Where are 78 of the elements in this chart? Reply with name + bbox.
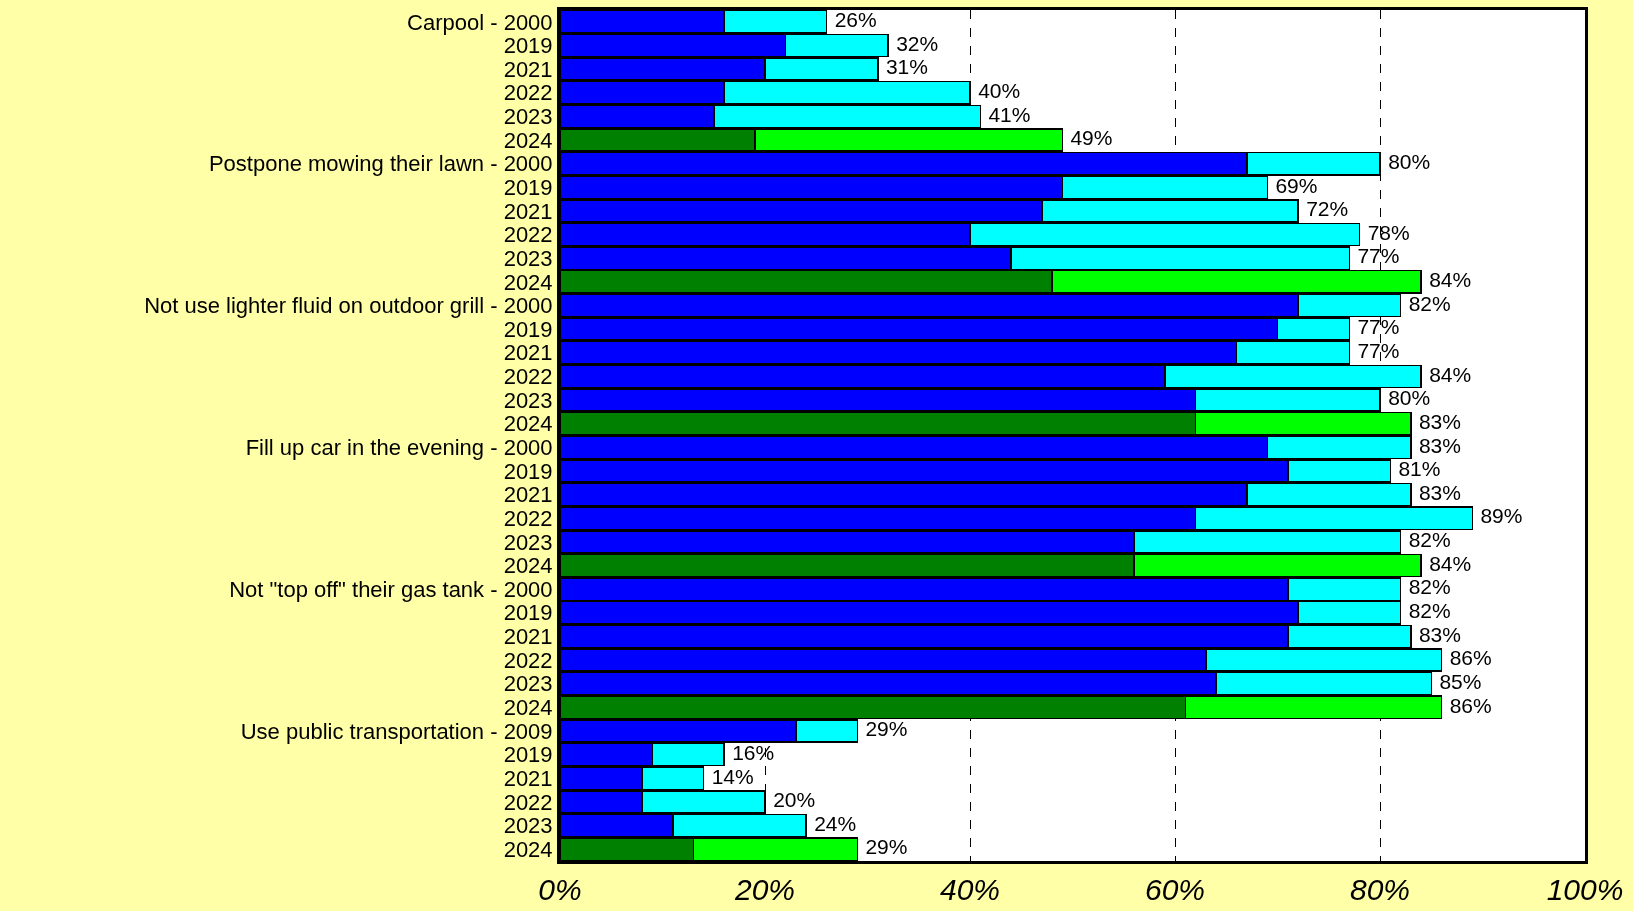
y-tick-label: 2021 — [503, 56, 553, 82]
y-tick-label: 2024 — [503, 127, 553, 153]
total-label: 24% — [814, 811, 857, 835]
y-tick-label: Not use lighter fluid on outdoor grill - 2000 — [144, 293, 553, 319]
total-label: 83% — [1418, 409, 1461, 433]
total-label: 14% — [711, 764, 754, 788]
y-tick-label: 2023 — [503, 104, 553, 130]
y-tick-label: 2023 — [503, 529, 553, 555]
x-tick-label: 0% — [538, 873, 582, 906]
y-tick-label: 2022 — [503, 505, 553, 531]
total-label: 85% — [1439, 669, 1482, 693]
y-tick-label: 2021 — [503, 624, 553, 650]
y-tick-label: Carpool - 2000 — [407, 9, 553, 35]
total-label: 29% — [865, 835, 908, 859]
y-tick-label: 2024 — [503, 836, 553, 862]
total-label: 83% — [1418, 480, 1461, 504]
y-tick-label: 2019 — [503, 742, 553, 768]
total-label: 40% — [978, 78, 1021, 102]
total-label: 82% — [1408, 599, 1451, 623]
y-tick-label: Not "top off" their gas tank - 2000 — [229, 576, 553, 602]
total-label: 77% — [1357, 315, 1400, 339]
y-tick-label: Use public transportation - 2009 — [240, 718, 553, 744]
x-tick-label: 80% — [1349, 873, 1411, 906]
total-label: 84% — [1429, 551, 1472, 575]
x-tick-label: 100% — [1546, 873, 1624, 906]
y-tick-label: 2019 — [503, 458, 553, 484]
total-label: 16% — [732, 740, 775, 764]
y-tick-label: 2021 — [503, 340, 553, 366]
total-label: 41% — [988, 102, 1031, 126]
y-tick-label: 2022 — [503, 222, 553, 248]
total-label: 72% — [1306, 197, 1349, 221]
total-label: 26% — [834, 8, 877, 32]
total-label: 32% — [896, 31, 939, 55]
total-label: 69% — [1275, 173, 1318, 197]
y-tick-label: Fill up car in the evening - 2000 — [245, 435, 553, 461]
total-label: 49% — [1070, 126, 1113, 150]
y-tick-label: 2022 — [503, 789, 553, 815]
total-label: 89% — [1480, 504, 1523, 528]
y-tick-label: 2019 — [503, 174, 553, 200]
total-label: 83% — [1418, 433, 1461, 457]
y-tick-label: 2021 — [503, 198, 553, 224]
y-tick-label: 2024 — [503, 553, 553, 579]
y-tick-label: 2023 — [503, 387, 553, 413]
y-tick-label: 2019 — [503, 316, 553, 342]
y-tick-label: 2024 — [503, 411, 553, 437]
y-tick-label: 2024 — [503, 695, 553, 721]
total-label: 86% — [1449, 646, 1492, 670]
x-tick-label: 40% — [939, 873, 1001, 906]
y-tick-label: Postpone mowing their lawn - 2000 — [208, 151, 553, 177]
total-label: 82% — [1408, 291, 1451, 315]
total-label: 29% — [865, 717, 908, 741]
y-tick-label: 2022 — [503, 647, 553, 673]
y-tick-label: 2023 — [503, 671, 553, 697]
total-label: 82% — [1408, 575, 1451, 599]
total-label: 86% — [1449, 693, 1492, 717]
total-label: 20% — [773, 788, 816, 812]
total-label: 80% — [1388, 149, 1431, 173]
y-tick-label: 2022 — [503, 80, 553, 106]
total-label: 84% — [1429, 268, 1472, 292]
total-label: 77% — [1357, 339, 1400, 363]
y-tick-label: 2021 — [503, 765, 553, 791]
y-tick-label: 2024 — [503, 269, 553, 295]
y-tick-label: 2023 — [503, 813, 553, 839]
y-tick-label: 2021 — [503, 482, 553, 508]
total-label: 78% — [1367, 220, 1410, 244]
x-tick-label: 60% — [1144, 873, 1206, 906]
y-tick-label: 2019 — [503, 600, 553, 626]
total-label: 77% — [1357, 244, 1400, 268]
x-tick-label: 20% — [733, 873, 796, 906]
y-tick-label: 2022 — [503, 364, 553, 390]
y-tick-label: 2019 — [503, 33, 553, 59]
y-tick-label: 2023 — [503, 245, 553, 271]
total-label: 80% — [1388, 386, 1431, 410]
total-label: 82% — [1408, 528, 1451, 552]
total-label: 83% — [1418, 622, 1461, 646]
total-label: 84% — [1429, 362, 1472, 386]
total-label: 81% — [1398, 457, 1441, 481]
total-label: 31% — [885, 55, 928, 79]
